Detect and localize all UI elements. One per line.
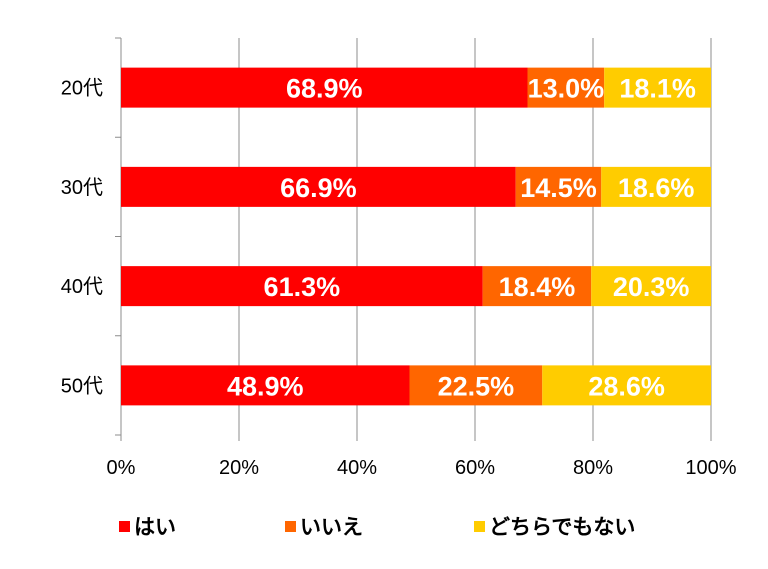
category-label: 20代 xyxy=(61,77,103,100)
x-tick-label: 80% xyxy=(573,457,613,479)
data-label: 20.3% xyxy=(613,272,690,302)
bar-segment xyxy=(482,266,592,307)
category-label: 40代 xyxy=(61,275,103,298)
legend-swatch xyxy=(285,521,296,532)
bar-segment xyxy=(527,67,605,108)
data-label: 22.5% xyxy=(438,371,515,401)
data-label: 14.5% xyxy=(520,173,597,203)
bar-segment xyxy=(121,166,516,207)
data-label: 66.9% xyxy=(280,173,357,203)
x-tick-label: 0% xyxy=(107,457,136,479)
data-label: 13.0% xyxy=(528,74,605,104)
bar-segment xyxy=(121,67,528,108)
bar-segment xyxy=(542,365,711,406)
bar-segment xyxy=(515,166,602,207)
data-label: 61.3% xyxy=(264,272,341,302)
bar-segment xyxy=(121,365,410,406)
data-label: 28.6% xyxy=(588,371,665,401)
category-label: 30代 xyxy=(61,176,103,199)
legend-label: はい xyxy=(134,516,176,539)
bar-segment xyxy=(121,266,483,307)
bar-segment xyxy=(409,365,543,406)
bars: 68.9% 13.0% 18.1% 66.9% 14.5% 18.6% 61.3% 18.4%… xyxy=(121,67,711,406)
data-label: 18.6% xyxy=(618,173,695,203)
legend: はい いいえ どちらでもない xyxy=(119,516,635,539)
bar-segment xyxy=(601,166,711,207)
x-tick-label: 20% xyxy=(219,457,259,479)
data-label: 18.1% xyxy=(619,74,696,104)
legend-swatch xyxy=(474,521,485,532)
data-label: 68.9% xyxy=(286,74,363,104)
x-tick-label: 40% xyxy=(337,457,377,479)
x-tick-label: 100% xyxy=(685,457,736,479)
category-label: 50代 xyxy=(61,374,103,397)
y-axis xyxy=(115,37,122,436)
data-label: 18.4% xyxy=(499,272,576,302)
x-tick-label: 60% xyxy=(455,457,495,479)
bar-segment xyxy=(604,67,711,108)
data-label: 48.9% xyxy=(227,371,304,401)
legend-label: いいえ xyxy=(300,516,363,539)
bar-segment xyxy=(591,266,711,307)
x-tick-labels: 0% 20% 40% 60% 80% 100% xyxy=(107,457,737,479)
legend-label: どちらでもない xyxy=(489,516,635,539)
category-labels: 20代 30代 40代 50代 xyxy=(61,77,103,398)
legend-swatch xyxy=(119,521,130,532)
